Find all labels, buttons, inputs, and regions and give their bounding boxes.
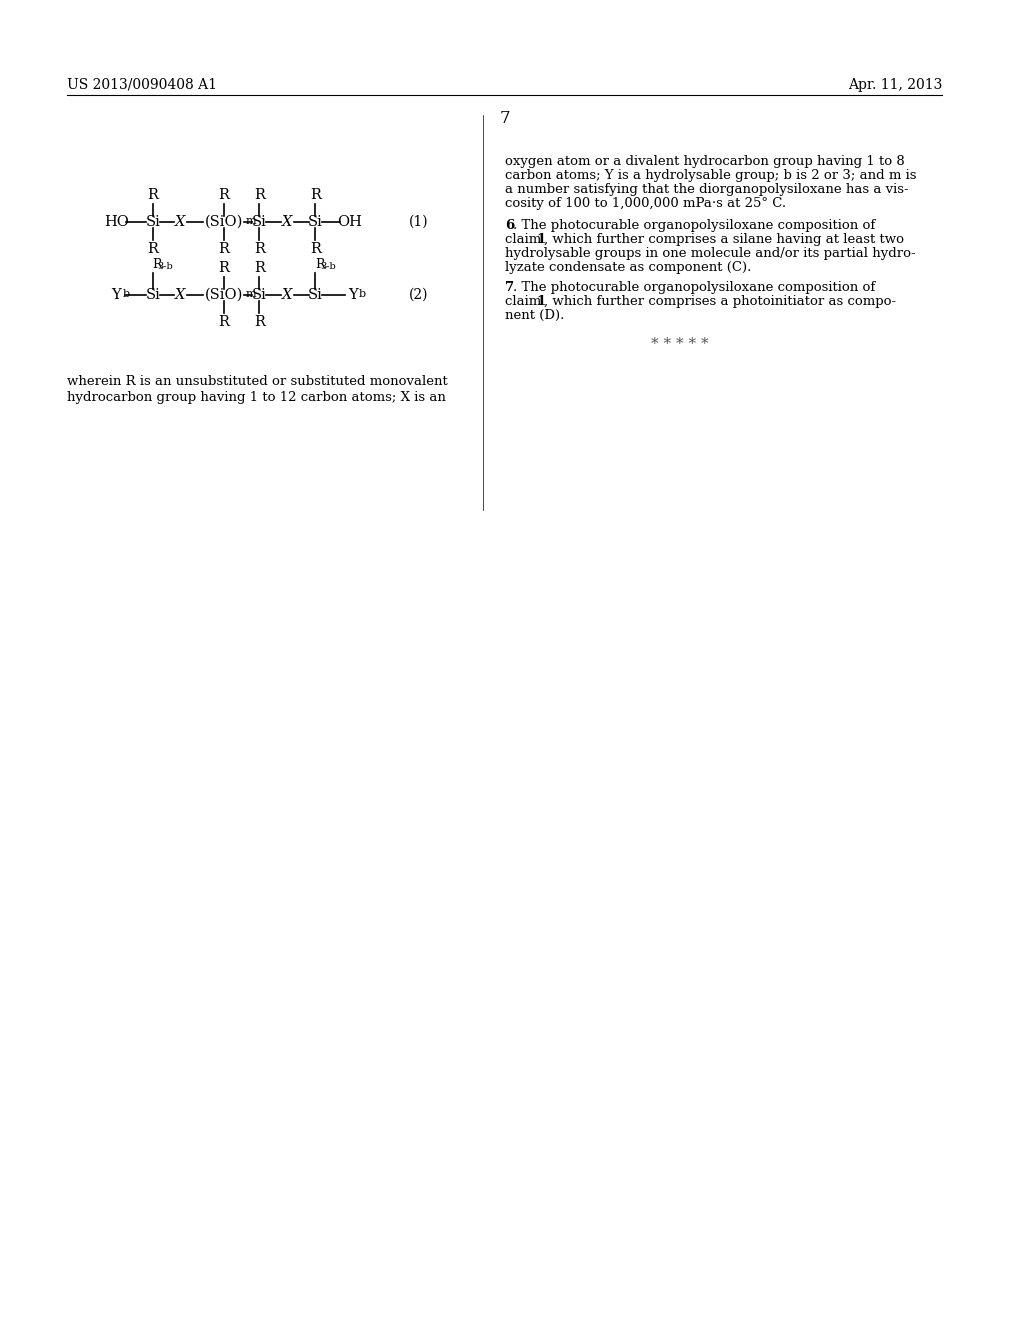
Text: Y: Y [348, 288, 357, 302]
Text: R: R [218, 187, 229, 202]
Text: Si: Si [308, 288, 323, 302]
Text: R: R [218, 315, 229, 329]
Text: . The photocurable organopolysiloxane composition of: . The photocurable organopolysiloxane co… [513, 219, 874, 232]
Text: . The photocurable organopolysiloxane composition of: . The photocurable organopolysiloxane co… [513, 281, 874, 294]
Text: claim: claim [505, 234, 545, 246]
Text: (SiO): (SiO) [205, 215, 243, 228]
Text: 7: 7 [505, 281, 514, 294]
Text: cosity of 100 to 1,000,000 mPa·s at 25° C.: cosity of 100 to 1,000,000 mPa·s at 25° … [505, 197, 785, 210]
Text: b: b [358, 289, 366, 300]
Text: hydrocarbon group having 1 to 12 carbon atoms; X is an: hydrocarbon group having 1 to 12 carbon … [67, 391, 445, 404]
Text: 1: 1 [537, 234, 546, 246]
Text: X: X [282, 288, 292, 302]
Text: R: R [310, 242, 321, 256]
Text: * * * * *: * * * * * [651, 337, 709, 351]
Text: R: R [218, 261, 229, 275]
Text: Si: Si [308, 215, 323, 228]
Text: R: R [254, 187, 264, 202]
Text: X: X [282, 215, 292, 228]
Text: R: R [147, 187, 159, 202]
Text: 3-b: 3-b [158, 261, 173, 271]
Text: R: R [254, 242, 264, 256]
Text: R: R [315, 257, 325, 271]
Text: lyzate condensate as component (C).: lyzate condensate as component (C). [505, 261, 751, 275]
Text: Si: Si [252, 288, 266, 302]
Text: hydrolysable groups in one molecule and/or its partial hydro-: hydrolysable groups in one molecule and/… [505, 247, 915, 260]
Text: , which further comprises a silane having at least two: , which further comprises a silane havin… [544, 234, 904, 246]
Text: m: m [246, 216, 256, 226]
Text: oxygen atom or a divalent hydrocarbon group having 1 to 8: oxygen atom or a divalent hydrocarbon gr… [505, 154, 904, 168]
Text: X: X [175, 288, 185, 302]
Text: wherein R is an unsubstituted or substituted monovalent: wherein R is an unsubstituted or substit… [67, 375, 447, 388]
Text: (SiO): (SiO) [205, 288, 243, 302]
Text: 7: 7 [500, 110, 510, 127]
Text: Si: Si [145, 288, 160, 302]
Text: HO: HO [103, 215, 129, 228]
Text: US 2013/0090408 A1: US 2013/0090408 A1 [67, 78, 217, 92]
Text: 6: 6 [505, 219, 514, 232]
Text: X: X [175, 215, 185, 228]
Text: R: R [153, 257, 162, 271]
Text: (2): (2) [409, 288, 428, 302]
Text: nent (D).: nent (D). [505, 309, 564, 322]
Text: OH: OH [338, 215, 362, 228]
Text: Y: Y [112, 288, 121, 302]
Text: b: b [122, 289, 129, 300]
Text: Si: Si [252, 215, 266, 228]
Text: carbon atoms; Y is a hydrolysable group; b is 2 or 3; and m is: carbon atoms; Y is a hydrolysable group;… [505, 169, 916, 182]
Text: R: R [218, 242, 229, 256]
Text: R: R [254, 315, 264, 329]
Text: 1: 1 [537, 294, 546, 308]
Text: claim: claim [505, 294, 545, 308]
Text: a number satisfying that the diorganopolysiloxane has a vis-: a number satisfying that the diorganopol… [505, 183, 908, 195]
Text: (1): (1) [409, 215, 429, 228]
Text: R: R [147, 242, 159, 256]
Text: R: R [254, 261, 264, 275]
Text: , which further comprises a photoinitiator as compo-: , which further comprises a photoinitiat… [544, 294, 896, 308]
Text: R: R [310, 187, 321, 202]
Text: Si: Si [145, 215, 160, 228]
Text: m: m [246, 289, 256, 300]
Text: 3-b: 3-b [321, 261, 336, 271]
Text: Apr. 11, 2013: Apr. 11, 2013 [848, 78, 942, 92]
